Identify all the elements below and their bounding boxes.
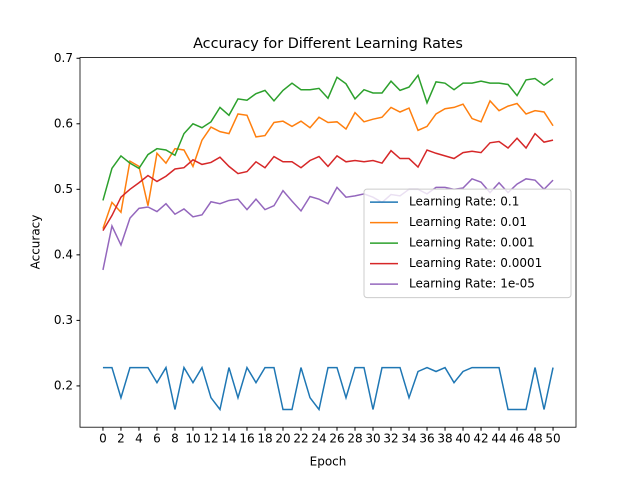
x-tick-label: 36 xyxy=(419,432,434,446)
x-tick-label: 30 xyxy=(365,432,380,446)
x-tick-label: 20 xyxy=(275,432,290,446)
legend-label: Learning Rate: 0.0001 xyxy=(409,256,542,270)
x-tick-label: 18 xyxy=(257,432,272,446)
x-axis-label: Epoch xyxy=(310,455,347,469)
line xyxy=(102,365,554,412)
legend-label: Learning Rate: 0.1 xyxy=(409,195,519,209)
y-tick-label: 0.6 xyxy=(54,116,73,130)
y-axis-label: Accuracy xyxy=(29,215,43,270)
x-tick-label: 24 xyxy=(311,432,326,446)
x-tick-label: 14 xyxy=(221,432,236,446)
x-tick-label: 32 xyxy=(383,432,398,446)
x-tick-label: 38 xyxy=(437,432,452,446)
legend-label: Learning Rate: 0.01 xyxy=(409,215,527,229)
x-tick-label: 2 xyxy=(117,432,125,446)
line xyxy=(102,177,554,271)
x-tick-label: 0 xyxy=(99,432,107,446)
x-tick-label: 42 xyxy=(473,432,488,446)
y-tick-label: 0.5 xyxy=(54,182,73,196)
x-tick-label: 40 xyxy=(455,432,470,446)
legend-label: Learning Rate: 0.001 xyxy=(409,236,535,250)
x-tick-label: 28 xyxy=(347,432,362,446)
x-tick-label: 50 xyxy=(545,432,560,446)
x-tick-label: 12 xyxy=(203,432,218,446)
chart-title: Accuracy for Different Learning Rates xyxy=(193,36,463,52)
x-tick-label: 34 xyxy=(401,432,416,446)
x-tick-label: 46 xyxy=(509,432,524,446)
y-tick-label: 0.3 xyxy=(54,313,73,327)
legend-box xyxy=(363,188,572,299)
x-tick-label: 48 xyxy=(527,432,542,446)
y-tick-label: 0.7 xyxy=(54,51,73,65)
x-tick-label: 10 xyxy=(185,432,200,446)
legend: Learning Rate: 0.1 Learning Rate: 0.01 Lea… xyxy=(363,188,572,299)
x-tick-label: 6 xyxy=(153,432,161,446)
line xyxy=(102,73,554,201)
x-tick-label: 26 xyxy=(329,432,344,446)
x-tick-label: 4 xyxy=(135,432,143,446)
line xyxy=(102,132,554,231)
legend-label: Learning Rate: 1e-05 xyxy=(409,277,535,291)
axes-frame xyxy=(79,57,577,428)
x-tick-label: 22 xyxy=(293,432,308,446)
y-tick-label: 0.2 xyxy=(54,378,73,392)
x-tick-label: 44 xyxy=(491,432,506,446)
x-tick-label: 16 xyxy=(239,432,254,446)
y-tick-label: 0.4 xyxy=(54,247,73,261)
x-tick-label: 8 xyxy=(171,432,179,446)
